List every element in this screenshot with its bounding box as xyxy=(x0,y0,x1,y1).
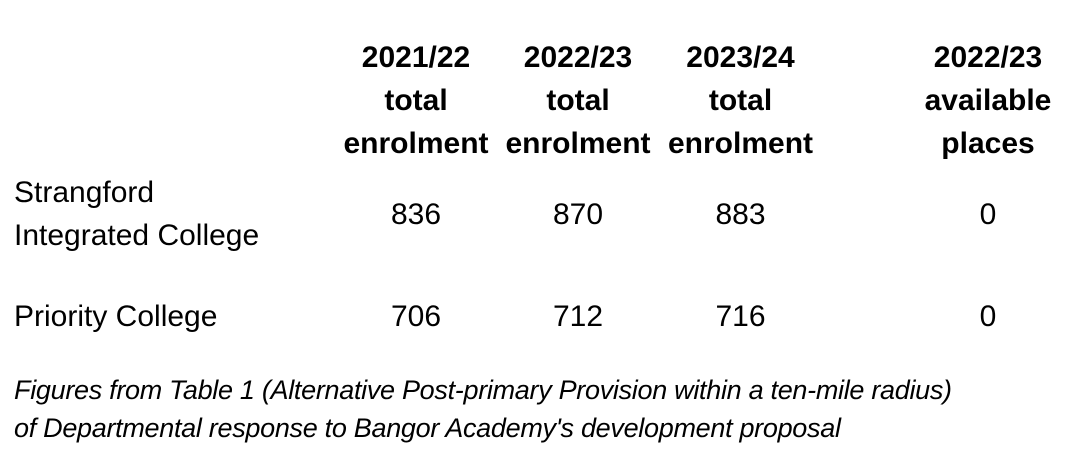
spacer-cell xyxy=(14,257,1076,295)
cell-priority-2022-23-enrolment: 712 xyxy=(552,300,604,333)
table-row-strangford-integrated-college: Strangford Integrated College 836 870 88… xyxy=(14,165,1076,257)
row-spacer xyxy=(14,257,1076,295)
cell-priority-2023-24-enrolment: 716 xyxy=(715,300,766,333)
cell-strangford-available-places: 0 xyxy=(979,197,997,231)
row-label-priority-college: Priority College xyxy=(14,300,218,333)
header-row: 2021/22 total enrolment 2022/23 total en… xyxy=(14,36,1076,165)
cell-strangford-2021-22-enrolment: 836 xyxy=(390,197,442,231)
header-2023-24-total-enrolment: 2023/24 total enrolment xyxy=(667,41,814,160)
cell-strangford-2022-23-enrolment: 870 xyxy=(552,197,604,231)
cell-priority-available-places: 0 xyxy=(979,300,997,333)
source-caption: Figures from Table 1 (Alternative Post-p… xyxy=(14,371,1076,447)
cell-priority-2021-22-enrolment: 706 xyxy=(390,300,442,333)
header-empty-cell xyxy=(14,36,335,165)
table-row-priority-college: Priority College 706 712 716 0 xyxy=(14,295,1076,338)
enrolment-table: 2021/22 total enrolment 2022/23 total en… xyxy=(14,36,1076,338)
caption-line-1: Figures from Table 1 (Alternative Post-p… xyxy=(14,375,952,405)
cell-strangford-2023-24-enrolment: 883 xyxy=(715,197,766,231)
header-2022-23-total-enrolment: 2022/23 total enrolment xyxy=(505,41,651,160)
row-label-strangford-integrated-college: Strangford Integrated College xyxy=(14,176,260,252)
header-2021-22-total-enrolment: 2021/22 total enrolment xyxy=(343,41,489,160)
header-2022-23-available-places: 2022/23 available places xyxy=(924,41,1052,160)
caption-line-2: of Departmental response to Bangor Acade… xyxy=(14,413,841,443)
